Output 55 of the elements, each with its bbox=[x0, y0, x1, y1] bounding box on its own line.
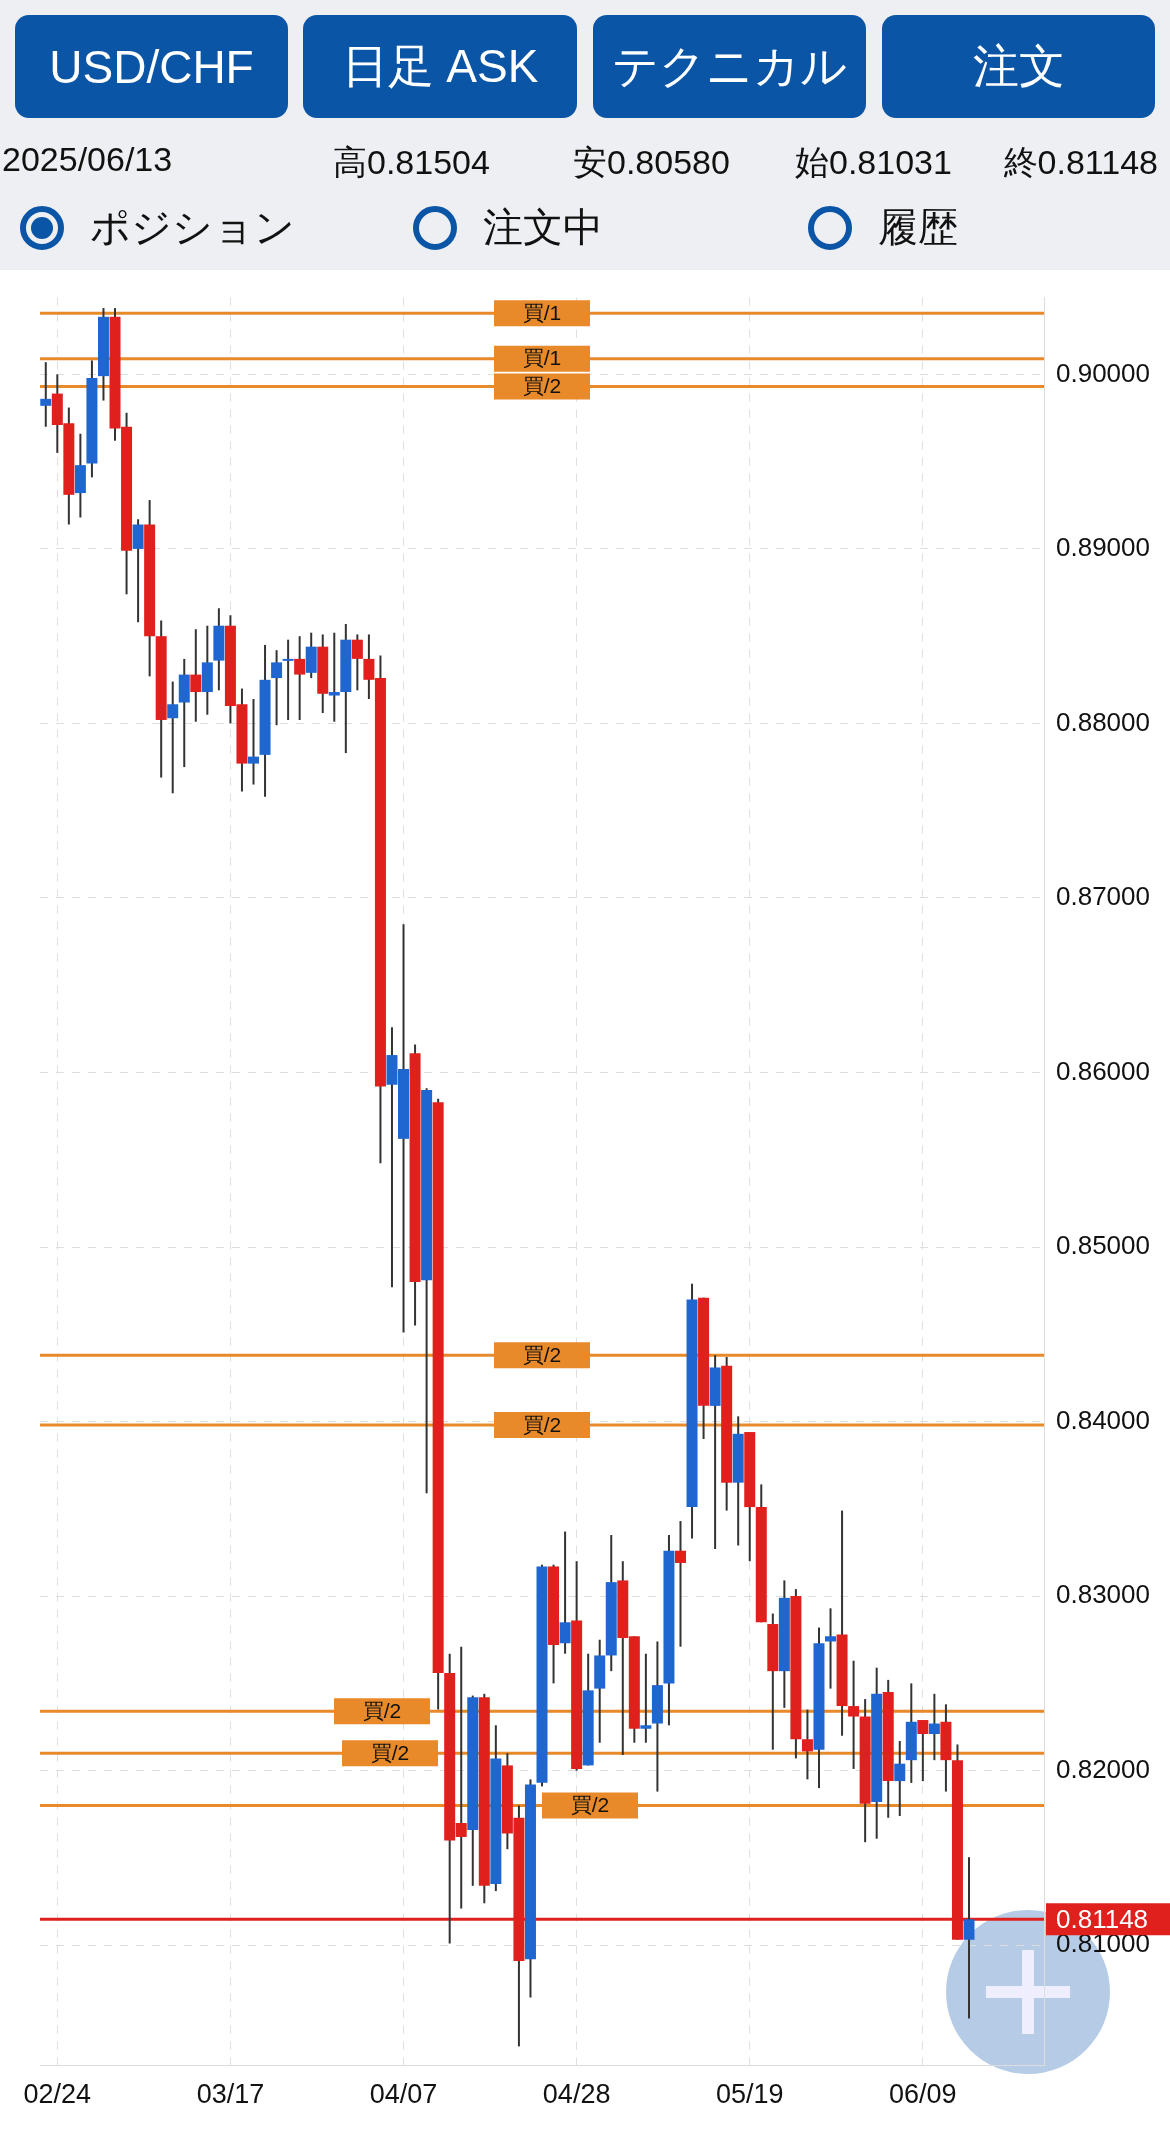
x-tick-label: 05/19 bbox=[715, 2079, 784, 2110]
candlestick bbox=[282, 638, 294, 721]
candlestick bbox=[351, 633, 363, 692]
candlestick bbox=[801, 1708, 813, 1781]
candlestick bbox=[271, 649, 283, 727]
ref-line-label: 買/2 bbox=[370, 1740, 410, 1764]
x-tick-label: 06/09 bbox=[889, 2079, 957, 2110]
y-tick-label: 0.88000 bbox=[1056, 706, 1150, 737]
x-tick-label: 03/17 bbox=[196, 2079, 265, 2110]
x-tick-label: 04/28 bbox=[542, 2079, 611, 2110]
candlestick bbox=[248, 698, 259, 786]
candlestick bbox=[167, 680, 179, 795]
candlestick bbox=[559, 1530, 571, 1655]
text: 終0.81148 bbox=[1003, 142, 1158, 183]
candlestick bbox=[928, 1692, 940, 1762]
ref-line-label: 買/2 bbox=[522, 374, 562, 398]
x-tick-label: 04/07 bbox=[369, 2079, 438, 2110]
text: 履歴 bbox=[878, 204, 958, 251]
text: 注文 bbox=[882, 15, 1155, 118]
y-tick-label: 0.82000 bbox=[1056, 1753, 1150, 1784]
text: USD/CHF bbox=[15, 15, 288, 118]
candlestick bbox=[328, 631, 340, 723]
text: ポジション bbox=[90, 204, 295, 251]
text: 日足 ASK bbox=[303, 15, 577, 118]
candlestick bbox=[963, 1856, 975, 2020]
text: 安0.80580 bbox=[573, 142, 730, 183]
y-tick-label: 0.90000 bbox=[1056, 357, 1150, 388]
x-tick-label: 02/24 bbox=[23, 2079, 92, 2110]
y-tick-label: 0.87000 bbox=[1056, 881, 1150, 912]
candlestick bbox=[917, 1719, 929, 1783]
candlestick bbox=[640, 1652, 652, 1744]
text: 始0.81031 bbox=[795, 142, 952, 183]
text: 注文中 bbox=[483, 204, 603, 251]
ref-line-label: 買/2 bbox=[522, 1412, 562, 1436]
candlestick bbox=[294, 635, 306, 721]
y-tick-label: 0.86000 bbox=[1056, 1055, 1150, 1086]
text: 高0.81504 bbox=[333, 142, 490, 183]
candlestick bbox=[674, 1520, 686, 1648]
ref-line-label: 0.81148 bbox=[1056, 1903, 1149, 1934]
text: 2025/06/13 bbox=[2, 140, 173, 179]
candlestick bbox=[894, 1739, 906, 1818]
ref-line-label: 買/2 bbox=[570, 1793, 610, 1817]
candlestick bbox=[190, 628, 202, 723]
ref-line-label: 買/2 bbox=[362, 1699, 402, 1723]
text: テクニカル bbox=[593, 15, 866, 118]
ref-line-label: 買/1 bbox=[522, 346, 562, 370]
candlestick bbox=[40, 361, 52, 428]
y-tick-label: 0.83000 bbox=[1056, 1579, 1150, 1610]
y-tick-label: 0.84000 bbox=[1056, 1404, 1150, 1435]
ref-line-label: 買/2 bbox=[522, 1343, 562, 1367]
y-tick-label: 0.85000 bbox=[1056, 1230, 1150, 1261]
y-tick-label: 0.89000 bbox=[1056, 532, 1150, 563]
ref-line-label: 買/1 bbox=[522, 301, 562, 325]
candlestick bbox=[848, 1659, 860, 1770]
candlestick bbox=[825, 1607, 837, 1690]
